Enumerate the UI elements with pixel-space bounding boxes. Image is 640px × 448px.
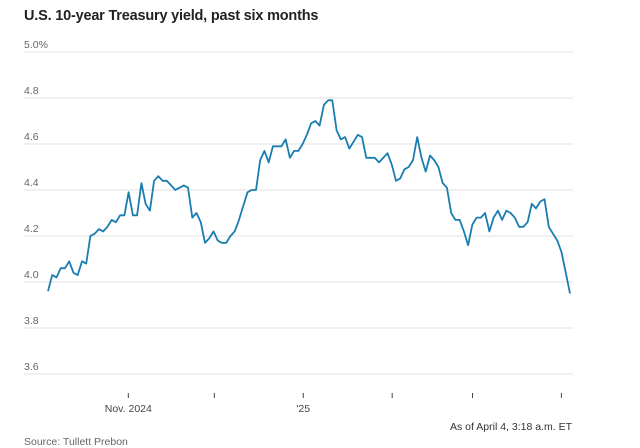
as-of-note: As of April 4, 3:18 a.m. ET (450, 421, 572, 433)
y-tick-label: 5.0% (24, 39, 48, 51)
y-tick-label: 4.0 (24, 269, 39, 281)
y-tick-label: 4.8 (24, 85, 39, 97)
yield-line (48, 100, 570, 293)
y-tick-label: 4.2 (24, 223, 39, 235)
y-tick-label: 3.8 (24, 315, 39, 327)
source-note: Source: Tullett Prebon (24, 436, 128, 448)
y-tick-label: 4.4 (24, 177, 39, 189)
x-tick-label: Nov. 2024 (105, 403, 152, 415)
y-tick-label: 4.6 (24, 131, 39, 143)
x-tick-label: '25 (296, 403, 310, 415)
y-tick-label: 3.6 (24, 361, 39, 373)
